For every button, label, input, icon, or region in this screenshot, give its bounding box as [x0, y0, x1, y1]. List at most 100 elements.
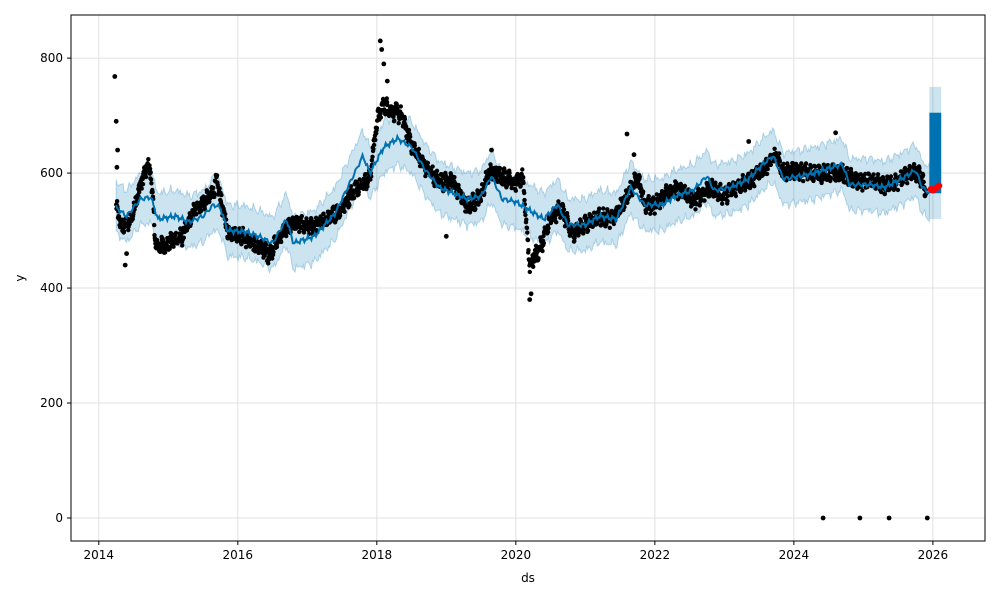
observed-point	[875, 172, 881, 177]
observed-point	[540, 248, 545, 254]
observed-point	[828, 176, 834, 181]
observed-point	[385, 102, 390, 108]
observed-point	[351, 195, 357, 201]
observed-point	[398, 104, 403, 109]
forecast-line	[115, 112, 942, 246]
y-tick-label: 0	[55, 511, 63, 525]
x-tick-label: 2018	[362, 548, 393, 562]
observed-point	[301, 230, 307, 235]
observed-point	[279, 239, 284, 245]
observed-point	[562, 224, 568, 229]
observed-point	[777, 151, 782, 156]
observed-point	[526, 248, 531, 253]
observed-point	[211, 185, 216, 191]
y-tick-label: 200	[40, 396, 63, 410]
observed-point	[585, 228, 591, 233]
observed-point	[528, 291, 534, 297]
observed-point	[624, 131, 630, 137]
observed-points	[112, 38, 930, 521]
observed-point	[122, 262, 128, 268]
observed-point	[304, 216, 309, 221]
observed-point	[443, 233, 449, 239]
observed-point	[152, 222, 157, 228]
observed-point	[849, 170, 854, 175]
observed-point	[284, 233, 289, 239]
observed-point	[143, 174, 149, 180]
observed-point	[392, 118, 397, 123]
observed-point	[583, 213, 588, 218]
observed-point	[148, 177, 154, 182]
observed-point	[140, 182, 146, 187]
observed-point	[354, 180, 360, 185]
observed-point	[523, 212, 528, 218]
x-tick-label: 2014	[84, 548, 115, 562]
observed-point	[507, 174, 512, 179]
observed-point	[601, 206, 606, 211]
observed-point	[682, 183, 688, 189]
observed-point	[162, 250, 168, 255]
observed-point	[752, 184, 757, 189]
observed-point	[518, 183, 523, 189]
observed-point	[147, 163, 152, 168]
observed-point	[895, 187, 901, 193]
observed-point	[321, 211, 326, 216]
observed-point	[452, 175, 457, 180]
observed-point	[637, 174, 642, 179]
highlight-points	[927, 182, 943, 194]
observed-point	[408, 134, 413, 139]
observed-point	[513, 188, 518, 193]
observed-point	[886, 515, 892, 521]
observed-point	[693, 207, 698, 212]
observed-point	[173, 230, 179, 236]
observed-point	[167, 246, 172, 251]
observed-point	[509, 185, 514, 191]
observed-point	[299, 214, 304, 219]
observed-point	[772, 146, 777, 151]
observed-point	[905, 181, 910, 186]
observed-point	[888, 174, 894, 179]
plot-frame	[70, 14, 986, 542]
observed-point	[725, 198, 730, 204]
observed-point	[440, 173, 445, 178]
observed-point	[525, 237, 531, 243]
observed-point	[347, 202, 352, 208]
observed-point	[394, 102, 399, 108]
observed-point	[764, 171, 770, 177]
observed-point	[524, 217, 529, 222]
observed-point	[607, 225, 612, 230]
observed-point	[148, 170, 153, 175]
observed-point	[640, 189, 646, 194]
observed-point	[121, 229, 127, 234]
observed-point	[406, 127, 412, 133]
observed-point	[274, 244, 280, 250]
observed-point	[456, 182, 461, 188]
observed-point	[139, 186, 144, 191]
observed-point	[777, 159, 783, 164]
observed-point	[765, 166, 770, 172]
observed-point	[180, 243, 185, 248]
observed-point	[199, 208, 204, 214]
observed-point	[371, 146, 376, 152]
observed-point	[840, 176, 846, 181]
observed-point	[524, 225, 530, 231]
observed-point	[497, 166, 503, 171]
observed-point	[171, 244, 176, 249]
observed-point	[597, 206, 602, 211]
observed-point	[720, 201, 725, 206]
observed-point	[181, 235, 186, 240]
observed-point	[357, 177, 362, 182]
observed-point	[333, 217, 339, 222]
observed-point	[430, 164, 435, 169]
x-tick-label: 2016	[223, 548, 254, 562]
observed-point	[866, 172, 872, 177]
observed-point	[395, 106, 400, 111]
observed-point	[439, 177, 444, 182]
observed-point	[820, 515, 826, 521]
observed-point	[707, 194, 712, 199]
observed-point	[520, 167, 525, 172]
observed-point	[114, 199, 120, 204]
observed-point	[473, 206, 478, 212]
observed-point	[219, 192, 224, 198]
